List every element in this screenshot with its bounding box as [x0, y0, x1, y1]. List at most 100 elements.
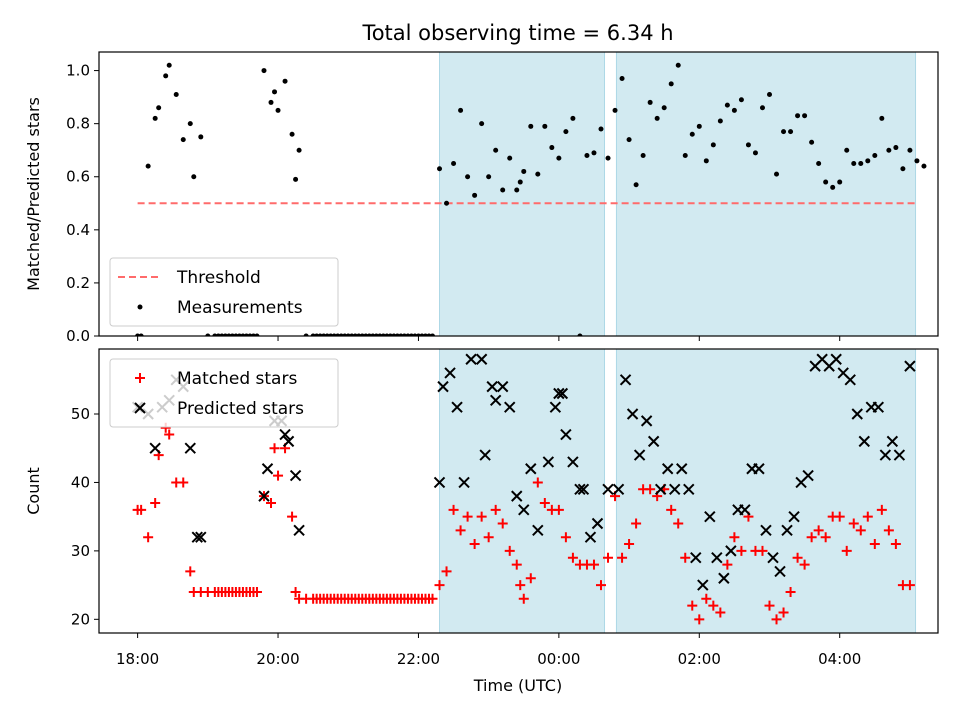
measurement-point	[479, 121, 485, 127]
ratio-panel: 0.0 0.2 0.4 0.6 0.8 1.0 Matched/Predicted star…	[24, 51, 939, 345]
measurement-point	[668, 81, 674, 87]
legend: Matched stars Predicted stars	[109, 358, 339, 428]
matched-star-point	[680, 552, 691, 563]
y-tick-label: 0.8	[66, 115, 90, 133]
measurement-point	[703, 158, 709, 164]
measurement-point	[156, 105, 162, 111]
predicted-star-point	[879, 449, 892, 461]
matched-star-point	[143, 532, 154, 543]
predicted-star-point	[504, 401, 516, 413]
measurement-point	[205, 333, 211, 336]
predicted-star-point	[525, 463, 537, 475]
matched-star-point	[469, 539, 480, 550]
predicted-star-point	[149, 442, 161, 454]
predicted-star-point	[830, 353, 842, 365]
legend-swatch	[137, 304, 143, 310]
matched-star-point	[890, 539, 901, 550]
predicted-star-point	[633, 449, 646, 461]
matched-star-point	[764, 600, 775, 611]
matched-star-point	[290, 586, 301, 597]
matched-star-point	[178, 477, 189, 488]
measurement-point	[795, 113, 801, 119]
measurement-point	[180, 137, 186, 143]
matched-star-point	[729, 532, 740, 543]
predicted-star-point	[458, 476, 470, 489]
measurement-point	[556, 155, 562, 161]
measurement-point	[289, 131, 295, 137]
measurement-point	[254, 333, 260, 336]
measurement-point	[486, 174, 492, 180]
matched-star-point	[771, 614, 782, 625]
measurement-point	[451, 160, 457, 166]
measurement-point	[696, 123, 702, 129]
measurement-point	[296, 147, 302, 153]
predicted-star-point	[602, 483, 614, 495]
measurement-point	[598, 126, 604, 132]
measurement-point	[163, 73, 169, 79]
measurement-point	[472, 192, 478, 198]
legend-label: Matched stars	[177, 369, 297, 389]
matched-star-point	[518, 593, 529, 604]
measurement-point	[444, 200, 450, 206]
predicted-star-point	[753, 463, 765, 475]
predicted-star-point	[195, 531, 207, 543]
measurement-point	[191, 174, 197, 180]
matched-star-point	[855, 525, 866, 536]
measurement-point	[282, 78, 288, 84]
measurement-point	[675, 62, 681, 68]
predicted-star-point	[858, 435, 870, 448]
measurement-point	[682, 153, 688, 159]
matched-star-point	[757, 545, 768, 556]
measurement-point	[830, 184, 836, 190]
y-axis-label: Matched/Predicted stars	[24, 97, 43, 291]
observing-window-0	[439, 349, 605, 633]
matched-star-point	[785, 586, 796, 597]
matched-star-point	[841, 545, 852, 556]
measurement-point	[774, 171, 780, 177]
measurement-point	[570, 115, 576, 121]
matched-star-point	[603, 552, 614, 563]
measurement-point	[907, 147, 913, 153]
measurement-point	[591, 150, 597, 156]
measurement-point	[745, 142, 751, 148]
matched-star-point	[736, 545, 747, 556]
y-tick-label: 50	[71, 405, 90, 423]
measurement-point	[493, 147, 499, 153]
predicted-star-point	[479, 449, 491, 461]
matched-star-point	[287, 511, 298, 522]
matched-star-point	[876, 504, 887, 515]
measurement-point	[458, 107, 464, 113]
measurement-point	[542, 123, 548, 129]
predicted-star-point	[781, 524, 793, 537]
measurement-point	[788, 129, 794, 135]
predicted-star-point	[542, 456, 555, 468]
observing-window-1	[616, 349, 916, 633]
matched-star-point	[490, 504, 501, 515]
matched-star-point	[462, 511, 473, 522]
count-panel: 20 30 40 50 Count Matched stars Predicted star…	[24, 348, 939, 638]
predicted-star-point	[496, 380, 509, 393]
matched-star-point	[560, 532, 571, 543]
matched-star-point	[164, 429, 175, 440]
matched-star-point	[525, 573, 536, 584]
matched-star-point	[266, 497, 277, 508]
measurement-point	[844, 147, 850, 153]
legend: Threshold Measurements	[109, 257, 339, 327]
predicted-star-point	[872, 401, 885, 413]
matched-star-point	[539, 497, 550, 508]
plot-area	[131, 353, 916, 625]
y-tick-label: 0.0	[66, 327, 90, 345]
measurement-point	[724, 102, 730, 108]
predicted-star-point	[444, 367, 456, 379]
measurement-point	[921, 163, 927, 169]
predicted-star-point	[844, 374, 856, 386]
predicted-star-point	[486, 380, 498, 393]
plot-area	[135, 62, 927, 336]
measurement-point	[647, 99, 653, 105]
x-tick-label: 22:00	[397, 650, 440, 668]
measurement-point	[752, 150, 758, 156]
predicted-star-point	[549, 401, 562, 413]
matched-star-point	[150, 497, 161, 508]
predicted-star-point	[683, 483, 695, 495]
